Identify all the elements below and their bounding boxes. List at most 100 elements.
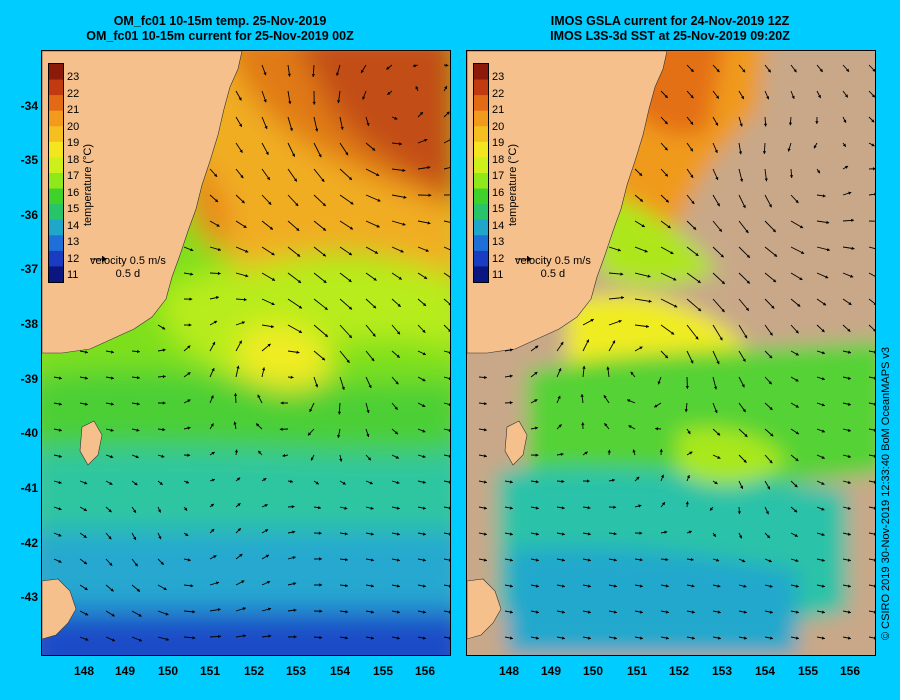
current-arrowhead [509, 401, 513, 405]
current-arrowhead [847, 402, 851, 406]
right-title-line1: IMOS GSLA current for 24-Nov-2019 12Z [550, 14, 790, 28]
current-arrowhead [690, 121, 694, 125]
current-arrowhead [395, 381, 399, 385]
current-arrowhead [742, 358, 746, 362]
tasmania-coast [467, 578, 502, 640]
current-arrowhead [719, 337, 723, 341]
colorbar-swatch [474, 235, 488, 252]
current-arrowhead [483, 558, 487, 562]
current-arrowhead [764, 178, 768, 182]
current-arrowhead [264, 125, 268, 129]
current-arrowhead [110, 402, 114, 406]
current-arrow [443, 139, 450, 144]
current-arrowhead [714, 149, 718, 153]
current-arrowhead [345, 152, 349, 156]
current-arrowhead [604, 423, 608, 427]
current-arrowhead [873, 480, 875, 484]
current-arrowhead [319, 609, 323, 613]
current-arrowhead [190, 248, 194, 252]
current-arrowhead [185, 480, 189, 484]
current-arrowhead [233, 393, 238, 397]
colorbar-swatch [474, 157, 488, 174]
current-arrowhead [639, 584, 643, 588]
latitude-tick-label: -38 [20, 317, 38, 331]
current-arrowhead [289, 479, 293, 484]
current-arrowhead [448, 350, 450, 355]
current-arrowhead [245, 249, 249, 253]
current-arrowhead [664, 120, 668, 125]
current-arrowhead [266, 580, 271, 584]
current-arrowhead [826, 248, 830, 252]
current-arrowhead [847, 506, 851, 510]
current-arrowhead [239, 553, 243, 557]
current-arrowhead [534, 426, 538, 430]
current-arrowhead [422, 429, 426, 433]
current-arrowhead [190, 272, 194, 276]
current-arrowhead [134, 563, 138, 567]
current-arrowhead [821, 455, 825, 459]
current-arrowhead [293, 178, 297, 182]
current-arrowhead [561, 584, 565, 588]
current-arrowhead [211, 529, 215, 533]
current-arrowhead [636, 476, 640, 480]
colorbar-tick-label: 16 [492, 186, 505, 199]
colorbar-tick-label: 14 [492, 219, 505, 232]
current-arrowhead [580, 394, 584, 397]
current-arrow [660, 272, 677, 281]
current-arrowhead [826, 220, 830, 225]
current-arrowhead [509, 532, 513, 536]
current-arrowhead [743, 610, 747, 614]
current-arrowhead [821, 351, 825, 355]
current-arrowhead [422, 378, 426, 382]
current-arrowhead [236, 477, 241, 481]
current-arrowhead [873, 454, 875, 458]
longitude-tick-label: 150 [582, 664, 604, 678]
current-arrowhead [509, 374, 513, 378]
current-arrowhead [766, 96, 770, 100]
current-arrowhead [315, 128, 319, 132]
current-arrow [443, 636, 450, 639]
current-arrowhead [448, 610, 450, 614]
current-arrowhead [561, 479, 565, 484]
current-arrowhead [189, 297, 193, 301]
current-arrowhead [665, 584, 669, 588]
current-arrowhead [372, 333, 376, 337]
current-arrowhead [825, 275, 829, 279]
model-sst-field [42, 51, 450, 655]
current-arrowhead [298, 329, 302, 333]
colorbar-swatch [49, 64, 63, 81]
current-arrowhead [613, 610, 617, 614]
current-arrowhead [110, 350, 114, 354]
current-arrowhead [744, 433, 748, 437]
longitude-tick-label: 151 [199, 664, 221, 678]
current-arrowhead [319, 557, 322, 561]
current-arrowhead [184, 507, 188, 511]
current-arrowhead [795, 330, 799, 334]
current-arrowhead [558, 368, 562, 372]
current-arrowhead [361, 69, 364, 74]
current-arrowhead [187, 453, 191, 457]
current-arrowhead [717, 610, 721, 614]
current-arrowhead [587, 506, 591, 510]
current-arrowhead [269, 226, 273, 230]
current-arrowhead [402, 168, 406, 172]
current-arrowhead [188, 323, 192, 327]
colorbar-swatch [474, 110, 488, 127]
current-arrowhead [685, 501, 689, 505]
current-arrowhead [664, 94, 668, 98]
current-arrow [443, 428, 450, 431]
current-arrowhead [162, 348, 166, 352]
colorbar-swatch [474, 188, 488, 205]
current-arrowhead [448, 376, 450, 381]
current-arrowhead [386, 66, 390, 70]
current-arrowhead [509, 506, 513, 510]
current-arrowhead [309, 408, 313, 412]
current-arrowhead [445, 63, 449, 67]
current-arrowhead [842, 143, 846, 147]
current-arrowhead [350, 201, 354, 205]
current-arrowhead [646, 324, 649, 329]
current-arrowhead [644, 249, 648, 253]
current-arrowhead [264, 504, 268, 508]
current-arrowhead [243, 634, 247, 638]
current-arrowhead [767, 69, 771, 73]
